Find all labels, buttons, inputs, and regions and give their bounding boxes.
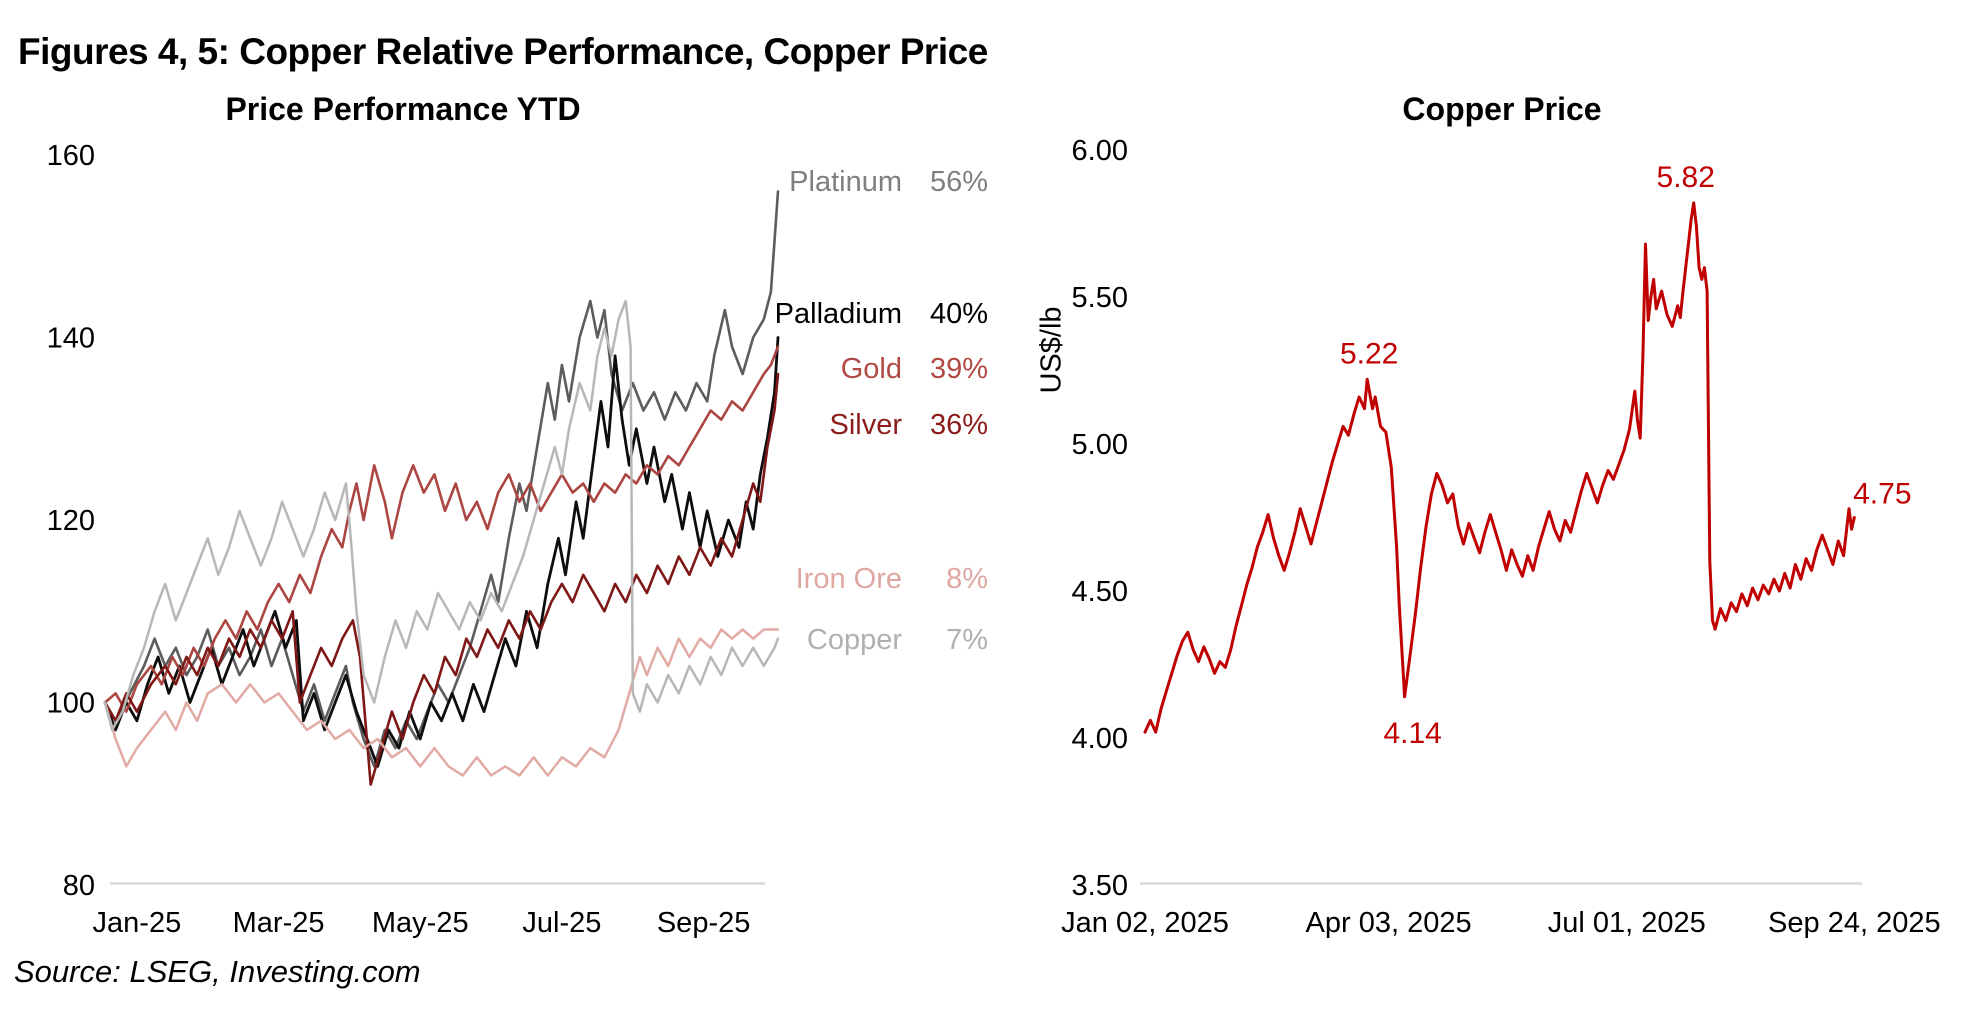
source-attribution: Source: LSEG, Investing.com bbox=[14, 954, 421, 989]
y-tick-label: 6.00 bbox=[1072, 135, 1128, 167]
annotation-label: 4.75 bbox=[1853, 478, 1911, 511]
y-tick-label: 100 bbox=[47, 688, 95, 720]
right-chart-title: Copper Price bbox=[1402, 90, 1602, 127]
left-chart-title: Price Performance YTD bbox=[225, 90, 581, 127]
x-tick-label: Jan-25 bbox=[93, 907, 182, 939]
annotation-label: 5.82 bbox=[1657, 161, 1715, 194]
y-tick-label: 4.00 bbox=[1072, 723, 1128, 755]
platinum-line bbox=[103, 190, 780, 768]
x-tick-label: Sep-25 bbox=[657, 907, 751, 939]
x-tick-label: Jul-25 bbox=[522, 907, 601, 939]
y-tick-label: 4.50 bbox=[1072, 576, 1128, 608]
annotation-label: 5.22 bbox=[1340, 337, 1398, 370]
y-tick-label: 140 bbox=[47, 323, 95, 355]
copper-price-line bbox=[1143, 201, 1856, 734]
y-tick-label: 160 bbox=[47, 140, 95, 172]
y-tick-label: 120 bbox=[47, 505, 95, 537]
y-tick-label: 80 bbox=[63, 870, 95, 902]
y-tick-label: 5.50 bbox=[1072, 282, 1128, 314]
y-tick-label: 5.00 bbox=[1072, 429, 1128, 461]
y-tick-label: 3.50 bbox=[1072, 870, 1128, 902]
annotation-label: 4.14 bbox=[1383, 717, 1441, 750]
x-tick-label: May-25 bbox=[372, 907, 469, 939]
x-tick-label: Jan 02, 2025 bbox=[1061, 907, 1229, 939]
x-tick-label: Mar-25 bbox=[233, 907, 325, 939]
silver-line bbox=[103, 372, 780, 786]
copper-line bbox=[103, 299, 780, 732]
x-tick-label: Apr 03, 2025 bbox=[1306, 907, 1472, 939]
x-tick-label: Jul 01, 2025 bbox=[1548, 907, 1706, 939]
x-tick-label: Sep 24, 2025 bbox=[1768, 907, 1941, 939]
gold-line bbox=[103, 345, 780, 713]
palladium-line bbox=[103, 336, 780, 768]
figure-title: Figures 4, 5: Copper Relative Performanc… bbox=[18, 30, 988, 72]
iron-ore-line bbox=[103, 628, 780, 777]
